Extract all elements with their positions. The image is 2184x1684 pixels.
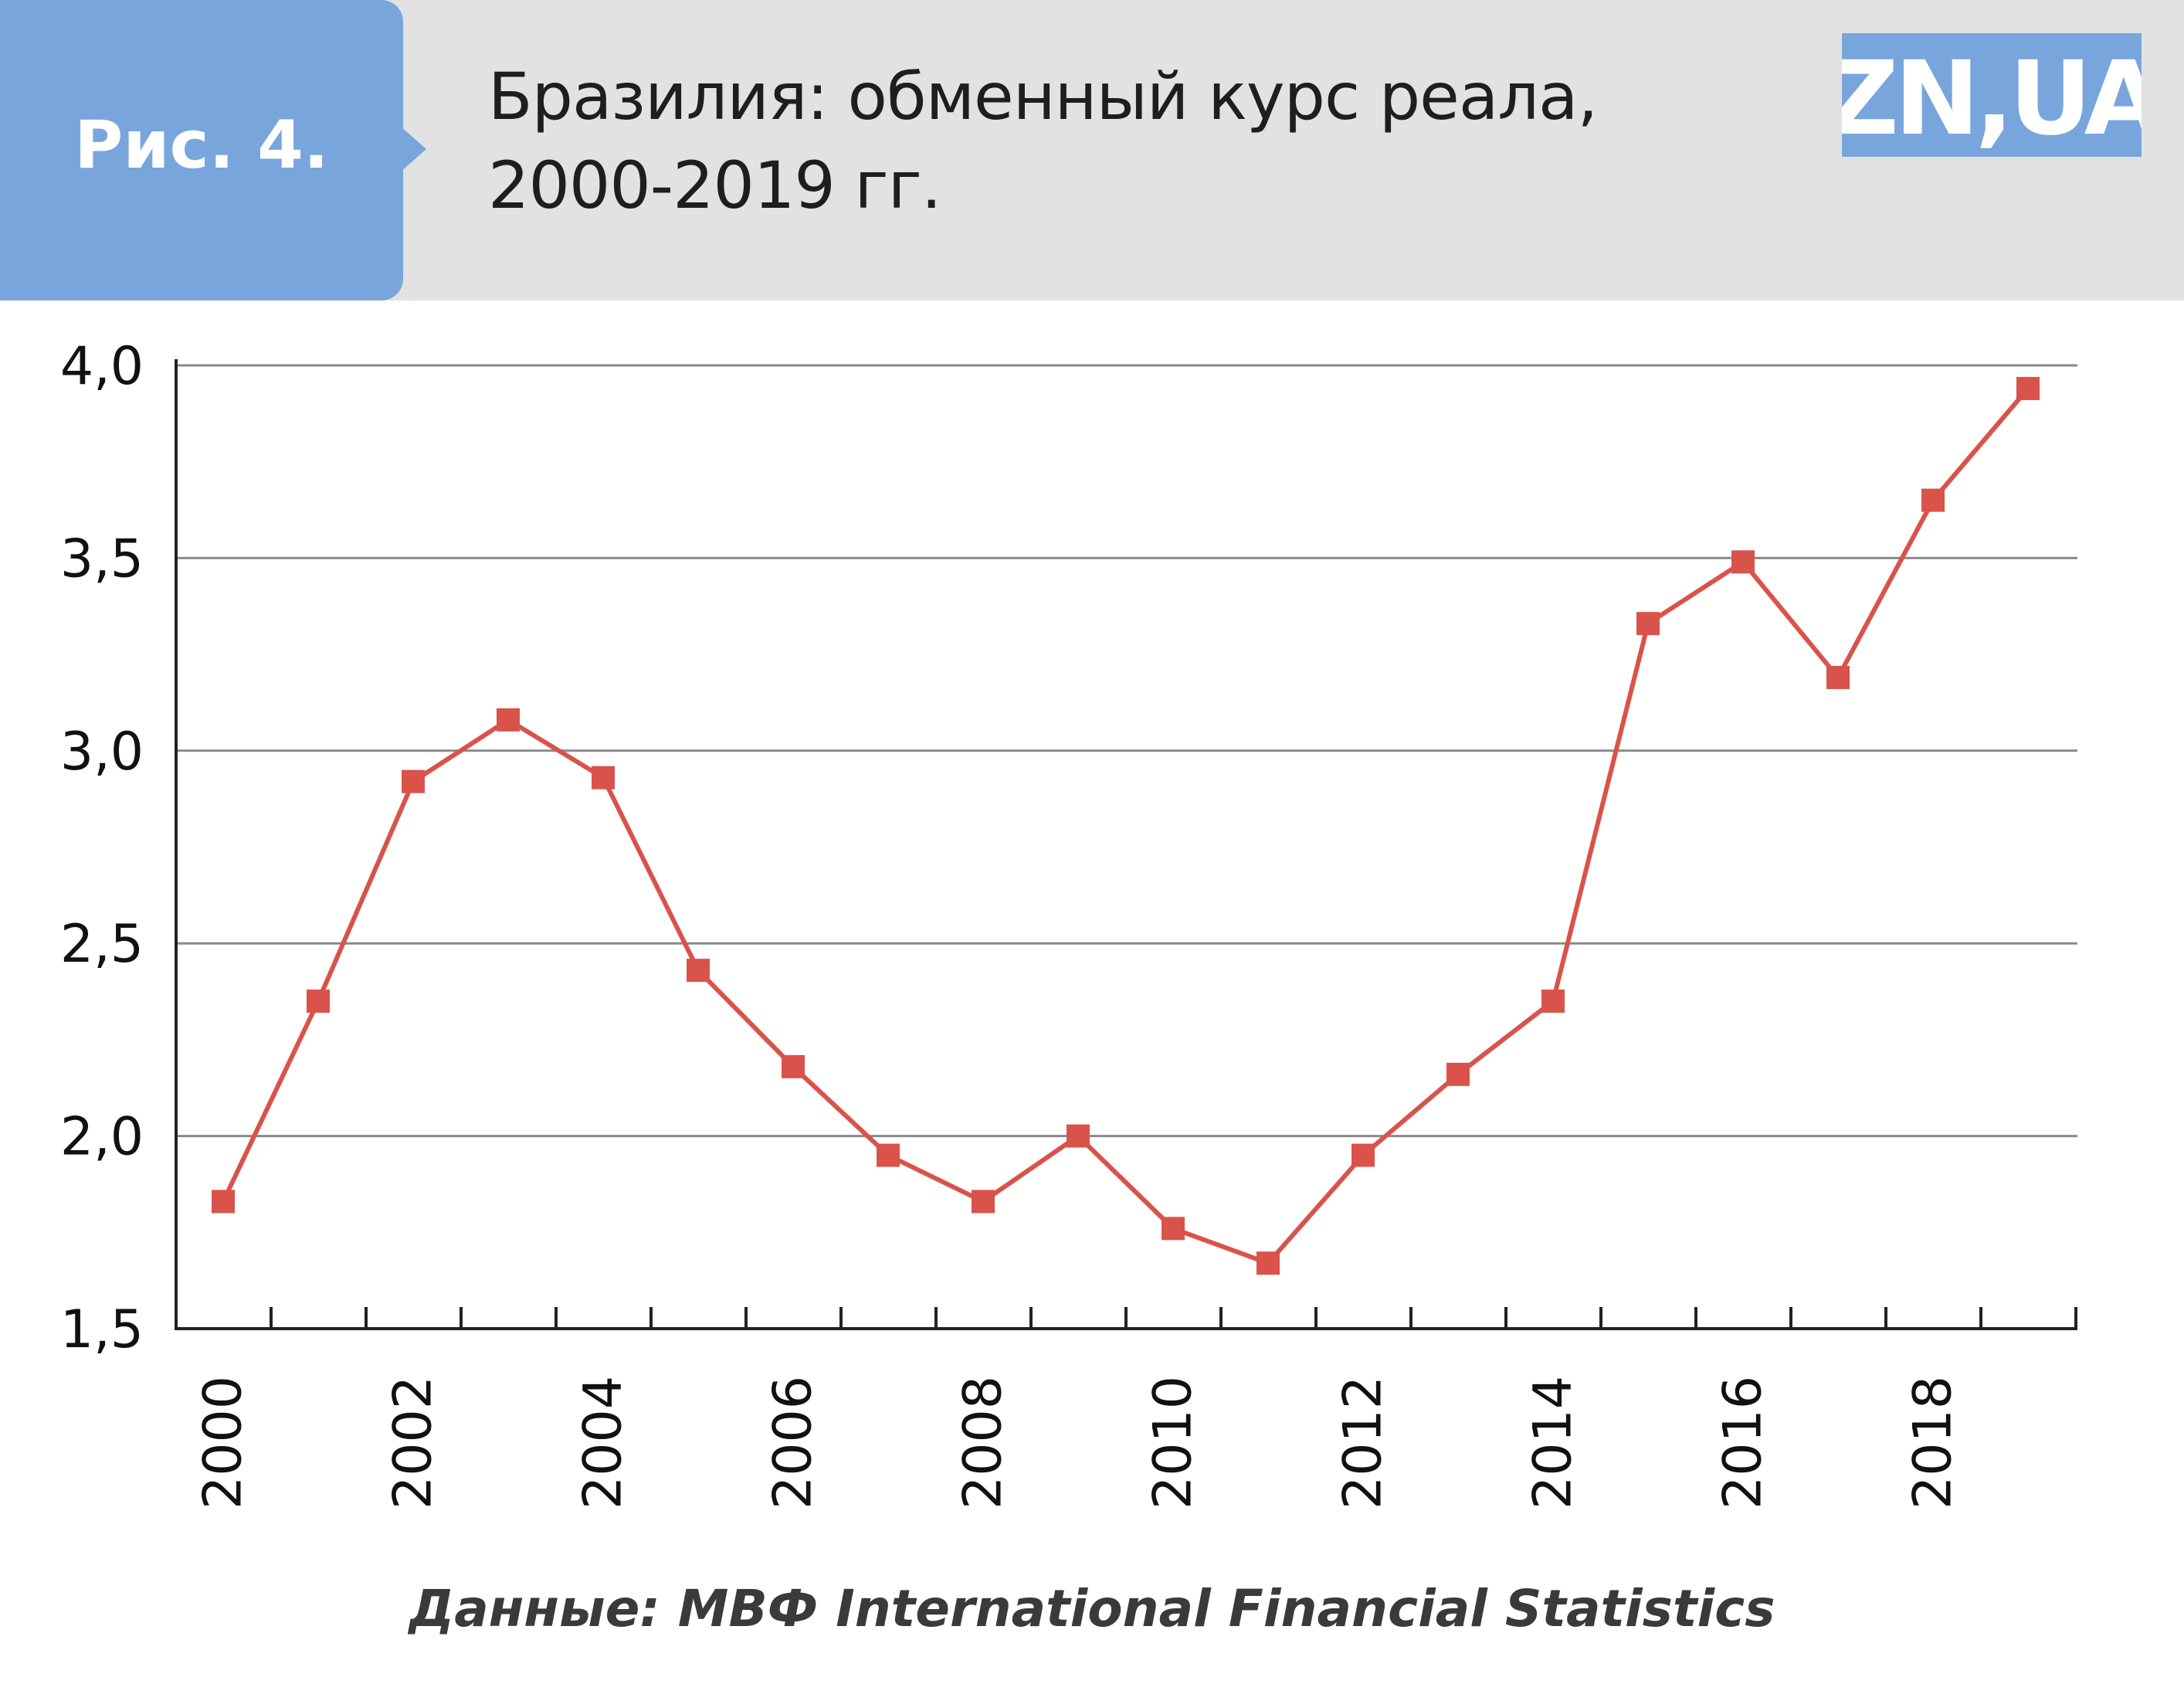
data-point-2008 [972, 1190, 995, 1214]
chart-title-line-1: Бразилия: обменный курс реала, [488, 59, 1598, 134]
data-point-2005 [687, 959, 710, 983]
data-point-2019 [2016, 376, 2040, 400]
data-point-2011 [1256, 1251, 1280, 1275]
logo-tail [1958, 155, 1975, 157]
chart-title-line-2: 2000-2019 гг. [488, 148, 942, 223]
data-point-2012 [1351, 1143, 1375, 1167]
data-point-2016 [1731, 550, 1755, 574]
series [212, 376, 2040, 1275]
x-tick-label: 2014 [1523, 1376, 1584, 1509]
header-banner: Рис. 4. Бразилия: обменный курс реала, 2… [0, 0, 2184, 300]
y-tick-label: 1,5 [60, 1299, 144, 1360]
x-tick-label: 2018 [1903, 1376, 1964, 1509]
data-point-2000 [212, 1190, 235, 1214]
x-tick-label: 2012 [1333, 1376, 1394, 1509]
series-line [221, 386, 2030, 1266]
y-tick-label: 2,0 [60, 1107, 144, 1168]
data-point-2006 [782, 1054, 805, 1078]
x-tick-label: 2002 [383, 1376, 444, 1509]
x-axis-tick-labels: 2000 2002 2004 2006 2008 2010 2012 2014 2016 2018 [193, 1376, 1964, 1509]
data-point-2013 [1446, 1062, 1470, 1086]
x-tick-label: 2010 [1143, 1376, 1204, 1509]
gridlines [176, 364, 2077, 1138]
y-tick-label: 2,5 [60, 914, 144, 975]
data-point-2002 [402, 769, 425, 793]
figure-tag-pointer [400, 126, 426, 172]
data-point-2014 [1541, 990, 1565, 1013]
y-tick-label: 3,5 [60, 528, 144, 589]
data-point-2017 [1826, 666, 1850, 690]
logo-background [1842, 33, 2142, 157]
x-tick-label: 2006 [763, 1376, 824, 1509]
y-axis-tick-labels: 1,5 2,0 2,5 3,0 3,5 4,0 [60, 336, 144, 1360]
x-tick-label: 2016 [1713, 1376, 1774, 1509]
data-point-2015 [1636, 612, 1660, 636]
exchange-rate-chart: 1,52,02,53,03,54,0 2000 2002 2004 2006 2008 2… [60, 336, 2077, 1509]
data-source-note: Данные: МВФ International Financial Stat… [409, 1579, 1775, 1638]
axes [175, 359, 2077, 1330]
y-tick-label: 3,0 [60, 721, 144, 783]
x-tick-label: 2000 [193, 1376, 254, 1509]
data-point-2001 [307, 990, 330, 1013]
y-tick-label: 4,0 [60, 336, 144, 397]
data-point-2009 [1067, 1124, 1090, 1148]
figure-tag: Рис. 4. [0, 0, 403, 300]
figure-label: Рис. 4. [74, 107, 329, 184]
data-point-2010 [1162, 1217, 1185, 1241]
logo-text: ZN,UA [1842, 39, 2142, 157]
zn-ua-logo: ZN,UA [1842, 33, 2142, 157]
data-point-2004 [592, 766, 615, 789]
data-point-2007 [877, 1143, 900, 1167]
data-point-2018 [1921, 488, 1945, 512]
chart-title: Бразилия: обменный курс реала, 2000-2019… [488, 53, 1598, 230]
x-tick-label: 2004 [573, 1376, 634, 1509]
x-tick-label: 2008 [953, 1376, 1014, 1509]
data-point-2003 [497, 708, 520, 732]
